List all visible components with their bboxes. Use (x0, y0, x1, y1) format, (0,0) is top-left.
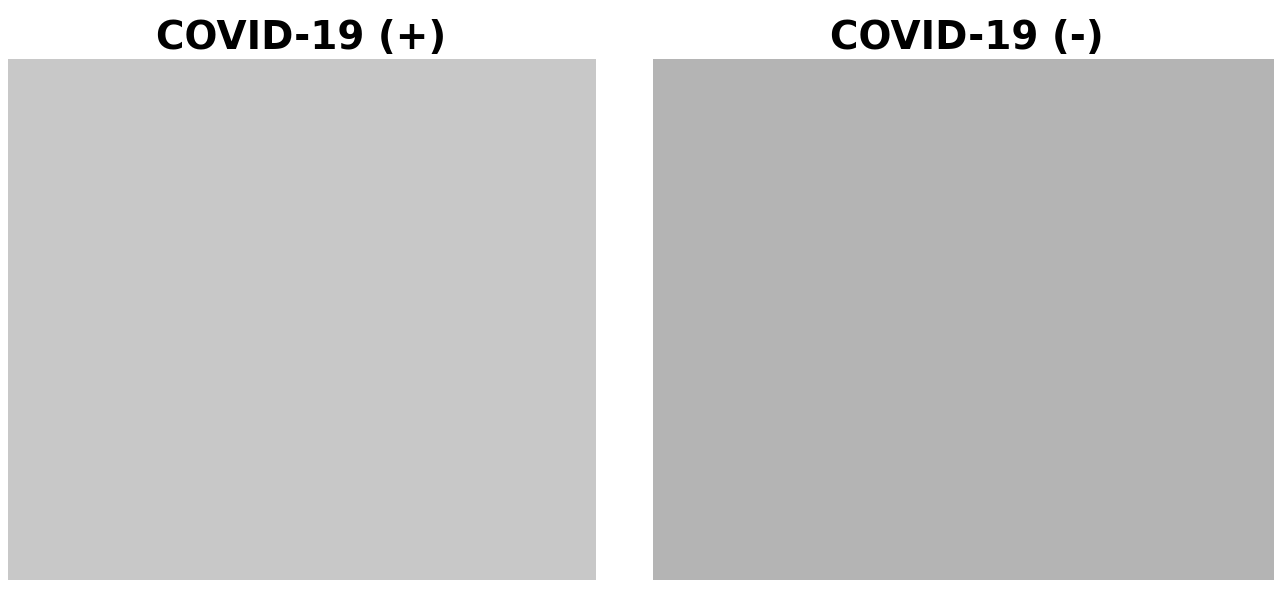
Text: COVID-19 (+): COVID-19 (+) (156, 20, 445, 57)
Text: COVID-19 (-): COVID-19 (-) (829, 20, 1103, 57)
